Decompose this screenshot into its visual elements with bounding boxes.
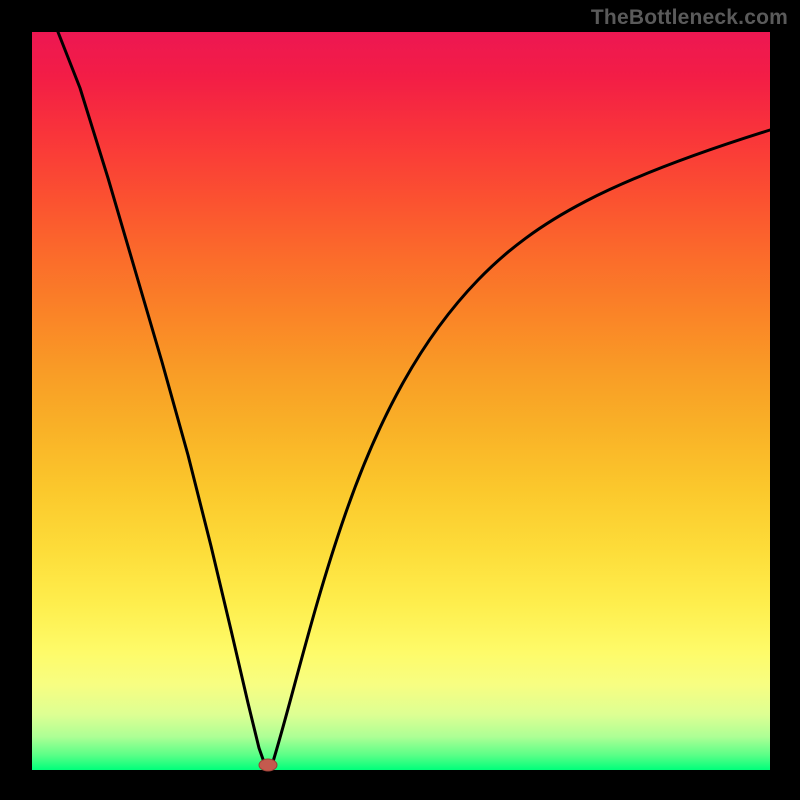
plot-background [32,32,770,770]
minimum-marker-dot [259,759,277,771]
watermark-text: TheBottleneck.com [591,6,788,30]
bottleneck-chart [0,0,800,800]
chart-container: { "watermark": { "text": "TheBottleneck.… [0,0,800,800]
